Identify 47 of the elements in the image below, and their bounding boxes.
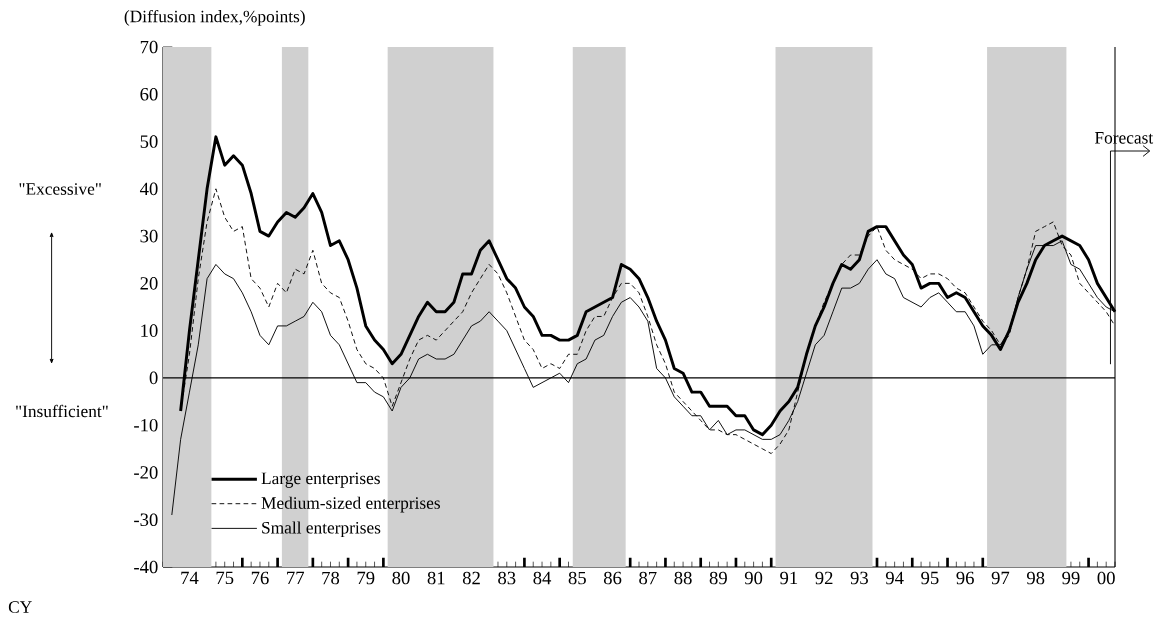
x-tick-label: 91 [780, 571, 798, 585]
x-tick-label: 93 [850, 571, 868, 585]
x-tick-label: 98 [1026, 571, 1045, 585]
x-tick-label: 86 [603, 571, 622, 585]
x-tick-label: 90 [744, 571, 763, 585]
y-tick-label: -20 [134, 466, 158, 479]
x-tick-label: 97 [991, 571, 1010, 585]
x-tick-label: 96 [956, 571, 974, 585]
legend-label: Medium-sized enterprises [261, 496, 440, 513]
x-tick-label: 82 [462, 571, 480, 585]
y-tick-label: 30 [140, 229, 158, 243]
x-tick-label: 92 [815, 571, 833, 585]
y-tick-label: 70 [140, 40, 158, 54]
text: "Excessive" [19, 183, 101, 195]
text: "Insufficient" [16, 404, 108, 418]
x-tick-label: 88 [674, 571, 692, 585]
legend-label: Large enterprises [261, 472, 380, 488]
y-tick-label: -10 [134, 418, 158, 432]
y-tick-label: -40 [134, 560, 158, 574]
legend-label: Small enterprises [262, 521, 381, 538]
y-tick-label: 50 [140, 135, 158, 148]
y-tick-label: -30 [134, 513, 158, 527]
x-tick-label: 89 [709, 571, 727, 585]
y-tick-label: 20 [140, 277, 158, 290]
x-tick-label: 74 [181, 571, 199, 584]
x-tick-label: 77 [287, 571, 305, 584]
x-tick-label: 75 [216, 571, 234, 585]
x-tick-label: 81 [427, 571, 445, 585]
x-tick-label: 83 [498, 571, 516, 585]
x-tick-label: 78 [322, 571, 340, 585]
x-tick-label: 94 [885, 571, 904, 585]
text: CY [8, 601, 32, 613]
x-tick-label: 84 [533, 571, 552, 585]
y-axis-title: (Diffusion index,%points) [124, 9, 305, 26]
y-tick-label: 10 [141, 324, 158, 337]
x-tick-label: 85 [568, 571, 586, 585]
x-tick-label: 95 [921, 571, 939, 585]
x-tick-label: 80 [392, 571, 410, 585]
x-tick-label: 99 [1062, 571, 1080, 585]
ref-line-label: Forecast [1094, 132, 1154, 144]
x-tick-label: 00 [1097, 571, 1115, 585]
y-tick-label: 40 [139, 182, 158, 196]
y-tick-label: 0 [149, 371, 158, 385]
y-tick-label: 60 [140, 87, 158, 101]
x-tick-label: 76 [251, 571, 269, 585]
x-tick-label: 87 [639, 571, 657, 585]
x-tick-label: 79 [357, 571, 375, 585]
